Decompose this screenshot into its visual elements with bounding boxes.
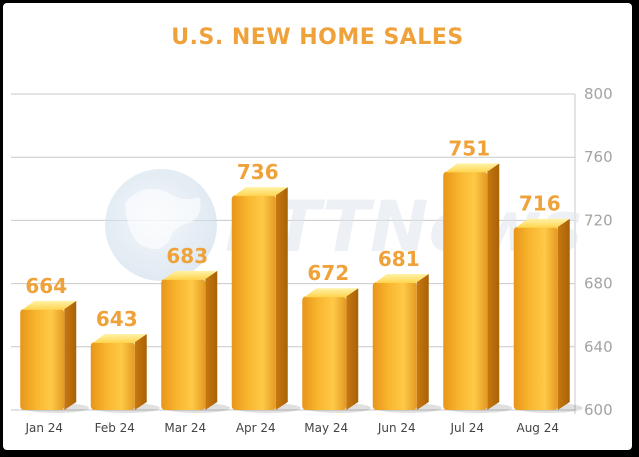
bar-top (22, 300, 77, 310)
bar-front (302, 296, 347, 410)
x-category-label: May 24 (304, 421, 348, 435)
bar-value-label: 672 (307, 261, 349, 285)
bar-front (231, 195, 276, 410)
bar-side (64, 300, 77, 410)
chart-title: U.S. NEW HOME SALES (171, 25, 464, 50)
bar-side (346, 288, 359, 410)
x-category-label: Jan 24 (24, 421, 63, 435)
bar-side (134, 334, 147, 410)
bar: 681 Jun 24 (372, 247, 442, 435)
bar-side (416, 274, 429, 410)
chart-frame: U.S. NEW HOME SALES (3, 3, 632, 450)
bar-top (374, 274, 429, 284)
bar-value-label: 643 (96, 307, 138, 331)
bar-value-label: 681 (378, 247, 420, 271)
y-tick-label: 680 (584, 275, 613, 293)
bar-value-label: 716 (519, 192, 561, 216)
bar: 736 Apr 24 (231, 160, 301, 435)
bar: 672 May 24 (302, 261, 372, 435)
bar-value-label: 664 (25, 274, 67, 298)
bar-top (445, 163, 500, 173)
bar-front (20, 308, 65, 410)
x-category-label: Apr 24 (236, 421, 276, 435)
bar-value-label: 736 (237, 160, 279, 184)
bar-top (304, 288, 359, 298)
bar-front (161, 278, 206, 410)
bar-top (515, 218, 570, 228)
bar-value-label: 751 (448, 136, 490, 160)
x-category-label: Mar 24 (164, 421, 206, 435)
bar-top (233, 187, 288, 197)
x-category-label: Aug 24 (516, 421, 559, 435)
bar-side (275, 187, 288, 410)
bar-side (487, 163, 500, 410)
y-tick-label: 720 (584, 211, 613, 229)
bar-side (205, 270, 218, 410)
bar-top (92, 334, 147, 344)
bar-top (163, 270, 218, 280)
y-tick-label: 600 (584, 401, 613, 419)
bar: 643 Feb 24 (90, 307, 160, 435)
x-category-label: Jun 24 (377, 421, 416, 435)
y-tick-label: 800 (584, 85, 613, 103)
x-category-label: Jul 24 (449, 421, 484, 435)
bar-side (557, 218, 570, 410)
bar: 716 Aug 24 (513, 192, 583, 435)
bar-value-label: 683 (166, 244, 208, 268)
bar: 664 Jan 24 (20, 274, 90, 435)
x-category-label: Feb 24 (95, 421, 135, 435)
y-tick-label: 760 (584, 148, 613, 166)
bar-front (90, 342, 135, 410)
y-tick-label: 640 (584, 338, 613, 356)
bar-front (443, 171, 488, 410)
bar-front (372, 282, 417, 410)
bar-front (513, 226, 558, 410)
bar: 751 Jul 24 (443, 136, 513, 435)
bar: 683 Mar 24 (161, 244, 231, 435)
